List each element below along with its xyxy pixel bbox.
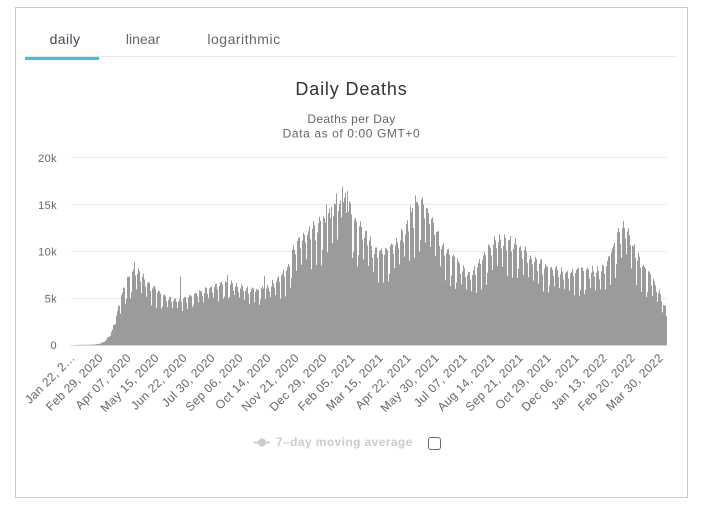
svg-text:15k: 15k [38, 200, 57, 212]
svg-text:Daily Deaths: Daily Deaths [295, 79, 407, 99]
svg-text:10k: 10k [38, 247, 57, 259]
svg-text:Deaths per Day: Deaths per Day [307, 112, 395, 126]
svg-text:20k: 20k [38, 153, 57, 165]
svg-text:Data as of 0:00 GMT+0: Data as of 0:00 GMT+0 [283, 127, 421, 141]
svg-text:0: 0 [50, 340, 57, 352]
svg-text:5k: 5k [45, 293, 58, 305]
svg-text:7–day moving average: 7–day moving average [276, 435, 413, 449]
